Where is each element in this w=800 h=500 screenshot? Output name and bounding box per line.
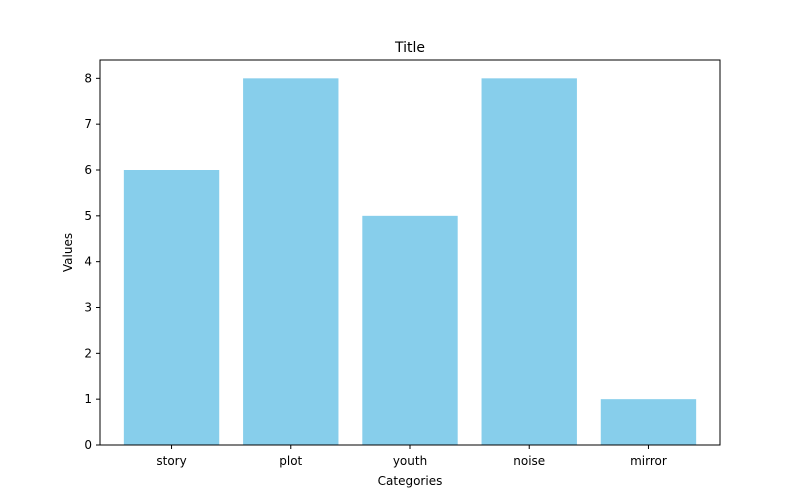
bar-mirror	[600, 399, 697, 445]
x-tick-label: mirror	[630, 454, 667, 468]
y-tick-label: 4	[84, 255, 92, 269]
y-tick-label: 6	[84, 163, 92, 177]
chart-title: Title	[394, 40, 425, 56]
bar-noise	[481, 78, 577, 445]
y-axis-label: Values	[61, 233, 75, 272]
bar-story	[123, 170, 220, 445]
y-tick-label: 1	[84, 392, 92, 406]
y-axis-ticks: 0 1 2 3 4 5 6 7 8	[84, 71, 100, 452]
x-axis-label: Categories	[378, 474, 443, 488]
bar-plot	[243, 78, 339, 445]
y-tick-label: 0	[84, 438, 92, 452]
bars-group	[123, 78, 697, 445]
y-tick-label: 5	[84, 209, 92, 223]
x-tick-label: story	[156, 454, 186, 468]
x-axis-ticks: story plot youth noise mirror	[156, 445, 667, 468]
x-tick-label: noise	[513, 454, 545, 468]
y-tick-label: 8	[84, 71, 92, 85]
y-tick-label: 2	[84, 346, 92, 360]
y-tick-label: 7	[84, 117, 92, 131]
y-tick-label: 3	[84, 301, 92, 315]
x-tick-label: youth	[393, 454, 427, 468]
bar-youth	[362, 215, 458, 445]
x-tick-label: plot	[279, 454, 302, 468]
